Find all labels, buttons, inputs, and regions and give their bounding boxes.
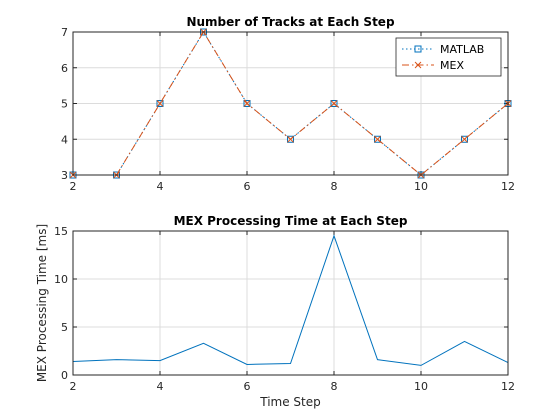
- x-tick-label: 10: [414, 380, 428, 393]
- data-point: [243, 100, 251, 107]
- x-axis-label: Time Step: [259, 395, 321, 409]
- y-tick-label: 10: [54, 273, 68, 286]
- x-tick-label: 8: [331, 380, 338, 393]
- processing-time-chart: 2 4 6 8 10 12 0 5 10 15 MEX Processing Time at Eac…: [35, 214, 515, 409]
- plot-area: [73, 231, 508, 375]
- data-point: [156, 100, 164, 107]
- x-tick-label: 2: [70, 380, 77, 393]
- x-tick-label: 12: [501, 180, 515, 193]
- tracks-chart: 2 4 6 8 10 12 3 4 5 6 7 Number of Tracks at Each St…: [61, 15, 515, 193]
- legend-marker: [414, 45, 422, 53]
- x-tick-label: 6: [244, 180, 251, 193]
- y-tick-label: 4: [61, 133, 68, 146]
- series-mex: [69, 28, 512, 179]
- data-point: [374, 135, 381, 143]
- legend: MATLAB MEX: [395, 37, 502, 77]
- y-tick-label: 6: [61, 62, 68, 75]
- y-tick-label: 5: [61, 321, 68, 334]
- x-tick-label: 10: [414, 180, 428, 193]
- legend-entry: MEX: [402, 59, 464, 72]
- data-point: [287, 135, 294, 143]
- data-point: [156, 100, 164, 107]
- legend-label: MEX: [440, 59, 464, 72]
- data-point: [287, 135, 294, 143]
- x-tick-label: 2: [70, 180, 77, 193]
- axes-box: [72, 230, 509, 376]
- y-axis-label: MEX Processing Time [ms]: [35, 224, 49, 382]
- legend-marker: [414, 61, 422, 69]
- legend-box: [395, 37, 502, 77]
- legend-label: MATLAB: [440, 43, 484, 56]
- data-point: [461, 135, 468, 143]
- x-tick-label: 4: [157, 380, 164, 393]
- data-point: [330, 100, 338, 107]
- x-tick-label: 6: [244, 380, 251, 393]
- x-tick-label: 8: [331, 180, 338, 193]
- legend-entry: MATLAB: [402, 43, 484, 56]
- chart-title: Number of Tracks at Each Step: [186, 15, 395, 29]
- data-point: [374, 135, 381, 143]
- y-tick-label: 15: [54, 225, 68, 238]
- y-tick-label: 0: [61, 369, 68, 382]
- x-tick-label: 4: [157, 180, 164, 193]
- y-tick-label: 3: [61, 169, 68, 182]
- x-tick-label: 12: [501, 380, 515, 393]
- data-point: [330, 100, 338, 107]
- data-point: [461, 135, 468, 143]
- axes-box: [72, 31, 509, 176]
- y-tick-label: 7: [61, 26, 68, 39]
- chart-title: MEX Processing Time at Each Step: [174, 214, 408, 228]
- y-tick-label: 5: [61, 98, 68, 111]
- data-point: [243, 100, 251, 107]
